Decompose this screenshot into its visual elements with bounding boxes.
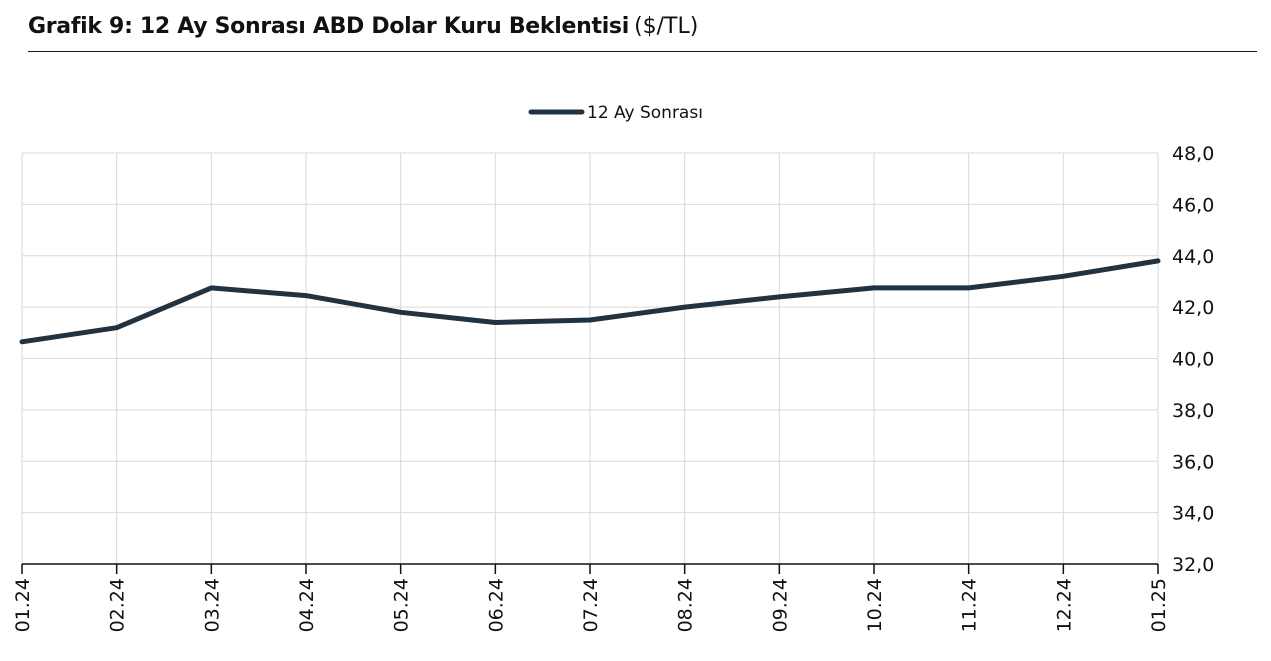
chart-series — [19, 258, 1161, 345]
y-tick-label: 44,0 — [1172, 246, 1214, 268]
x-tick-label: 12.24 — [1053, 578, 1075, 632]
chart-grid — [21, 152, 1159, 564]
chart-title: Grafik 9: 12 Ay Sonrası ABD Dolar Kuru B… — [28, 14, 629, 39]
legend-label: 12 Ay Sonrası — [587, 103, 703, 123]
x-tick-label: 10.24 — [864, 578, 886, 632]
y-tick-label: 48,0 — [1172, 143, 1214, 165]
y-tick-label: 38,0 — [1172, 400, 1214, 422]
x-tick-label: 11.24 — [959, 578, 981, 632]
x-tick-label: 03.24 — [201, 578, 223, 632]
x-tick-label: 05.24 — [391, 578, 413, 632]
y-axis-ticks: 32,0 34,0 36,0 38,0 40,0 42,0 44,0 46,0 48,0 — [1172, 143, 1214, 576]
y-tick-label: 42,0 — [1172, 297, 1214, 319]
x-tick-label: 07.24 — [580, 578, 602, 632]
x-tick-label: 02.24 — [107, 578, 129, 632]
y-tick-label: 40,0 — [1172, 349, 1214, 371]
chart-legend: 12 Ay Sonrası — [528, 103, 703, 123]
x-axis-ticks: 01.24 02.24 03.24 04.24 05.24 06.24 07.24 08.24… — [12, 578, 1170, 632]
chart-title-unit: ($/TL) — [634, 14, 699, 39]
chart-title-row: Grafik 9: 12 Ay Sonrası ABD Dolar Kuru B… — [28, 14, 1257, 52]
x-tick-label: 01.24 — [12, 578, 34, 632]
x-tick-label: 01.25 — [1148, 578, 1170, 632]
x-tick-label: 09.24 — [769, 578, 791, 632]
chart-axes — [21, 563, 1159, 574]
y-tick-label: 36,0 — [1172, 451, 1214, 473]
y-tick-label: 46,0 — [1172, 194, 1214, 216]
x-tick-label: 04.24 — [296, 578, 318, 632]
x-tick-label: 08.24 — [675, 578, 697, 632]
y-tick-label: 34,0 — [1172, 503, 1214, 525]
x-tick-label: 06.24 — [485, 578, 507, 632]
y-tick-label: 32,0 — [1172, 554, 1214, 576]
